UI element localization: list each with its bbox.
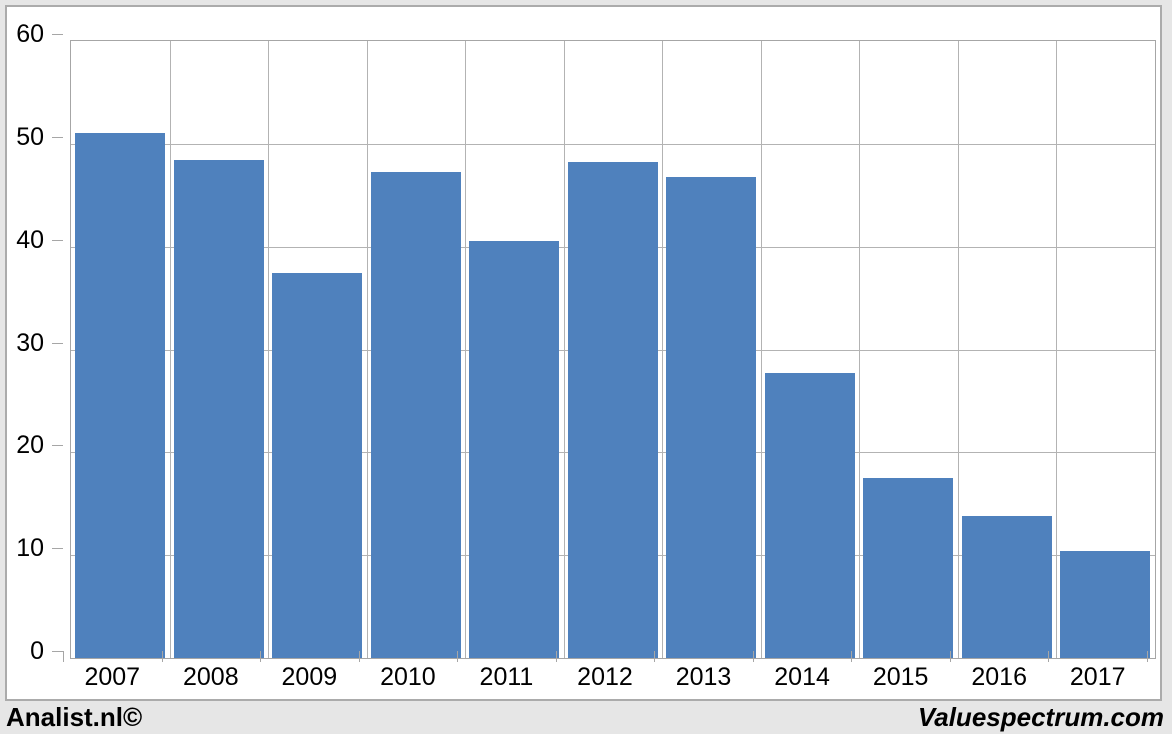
x-tick-6 <box>654 651 656 662</box>
x-tick-11 <box>1147 651 1148 662</box>
y-tick-20 <box>52 445 63 447</box>
x-axis-label-2010: 2010 <box>380 663 436 691</box>
bar-2016 <box>961 516 1052 658</box>
valuespectrum-brand-text: Valuespectrum.com <box>917 702 1164 732</box>
x-axis-label-2009: 2009 <box>281 663 338 691</box>
x-gridline-8 <box>859 41 861 658</box>
y-tick-30 <box>52 342 63 344</box>
y-tick-50 <box>52 136 63 138</box>
x-tick-2 <box>260 651 262 662</box>
bar-2007 <box>75 132 166 658</box>
y-axis-label-30: 30 <box>16 328 44 357</box>
x-tick-9 <box>949 651 951 662</box>
analist-brand-text: Analist.nl© <box>6 702 143 732</box>
bar-2015 <box>863 478 954 658</box>
x-axis-label-2007: 2007 <box>84 663 141 691</box>
chart-frame <box>5 5 1162 701</box>
y-tick-0 <box>52 651 63 652</box>
bar-2009 <box>272 273 363 658</box>
bar-2008 <box>173 160 264 658</box>
x-axis-label-2013: 2013 <box>675 663 732 691</box>
x-gridline-3 <box>366 41 368 658</box>
y-axis-label-10: 10 <box>16 534 44 563</box>
y-tick-60 <box>52 34 63 35</box>
y-axis-label-60: 60 <box>16 20 44 48</box>
x-axis-label-2012: 2012 <box>577 663 633 691</box>
x-gridline-1 <box>169 41 171 658</box>
bar-2010 <box>370 171 461 658</box>
y-axis-label-20: 20 <box>16 431 44 460</box>
x-tick-4 <box>457 651 459 662</box>
y-axis-label-0: 0 <box>30 637 44 665</box>
y-axis-label-50: 50 <box>16 122 44 151</box>
x-tick-0 <box>63 651 64 662</box>
bar-2017 <box>1060 551 1151 658</box>
plot-area <box>70 40 1156 659</box>
x-tick-5 <box>555 651 557 662</box>
x-axis-label-2016: 2016 <box>971 663 1027 691</box>
bar-2013 <box>666 176 757 658</box>
y-tick-40 <box>52 239 63 241</box>
x-axis-label-2015: 2015 <box>872 663 929 691</box>
x-tick-8 <box>851 651 853 662</box>
x-gridline-2 <box>268 41 270 658</box>
x-gridline-7 <box>760 41 762 658</box>
x-tick-3 <box>358 651 360 662</box>
x-gridline-6 <box>662 41 664 658</box>
x-gridline-9 <box>957 41 959 658</box>
x-axis-label-2011: 2011 <box>479 663 534 691</box>
y-tick-10 <box>52 548 63 550</box>
x-axis-label-2014: 2014 <box>774 663 830 691</box>
x-axis-label-2008: 2008 <box>182 663 239 691</box>
x-tick-1 <box>161 651 163 662</box>
y-axis-label-40: 40 <box>16 225 44 254</box>
x-gridline-5 <box>563 41 565 658</box>
bar-2012 <box>567 162 658 658</box>
bar-2011 <box>469 240 560 658</box>
x-tick-7 <box>752 651 754 662</box>
x-gridline-4 <box>465 41 467 658</box>
x-gridline-10 <box>1056 41 1058 658</box>
y-gridline-50 <box>71 143 1155 145</box>
x-tick-10 <box>1048 651 1050 662</box>
bar-2014 <box>764 373 855 658</box>
x-axis-label-2017: 2017 <box>1069 663 1126 691</box>
